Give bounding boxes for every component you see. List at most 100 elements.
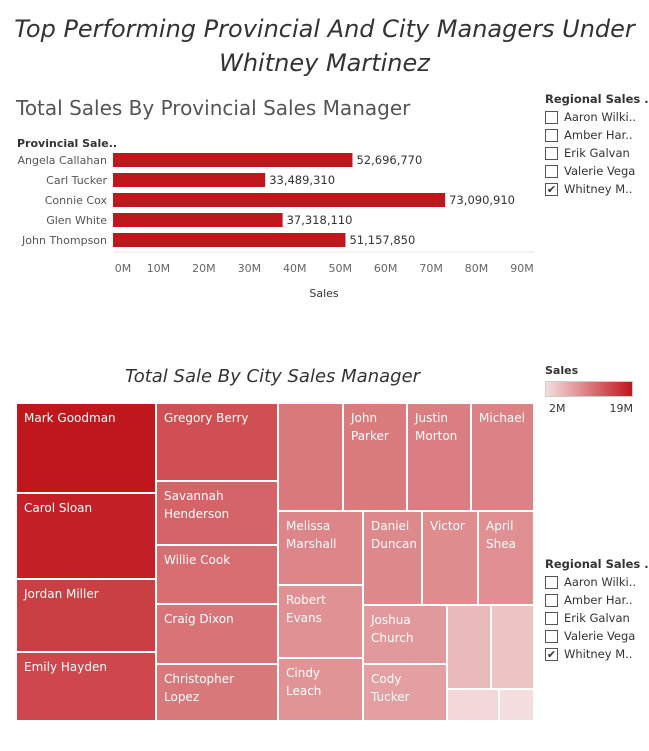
filter-option-label: Whitney M.. xyxy=(564,182,633,196)
treemap-tile-emily-hayden: Emily Hayden xyxy=(16,652,156,721)
dashboard-title-line-2: Whitney Martinez xyxy=(219,49,430,77)
treemap-tile-label: Justin Morton xyxy=(415,411,458,443)
treemap-tile-craig-dixon: Craig Dixon xyxy=(156,604,278,664)
bar-chart: Provincial Sale.. Angela Callahan 52,696,7… xyxy=(17,137,535,300)
treemap-tile-unlabeled xyxy=(491,605,534,689)
checkbox-checked-icon[interactable]: ✔ xyxy=(545,647,558,661)
checkbox-icon[interactable] xyxy=(545,128,558,142)
x-tick-label: 40M xyxy=(283,262,307,275)
filter-option-label: Aaron Wilki.. xyxy=(564,575,637,589)
checkbox-icon[interactable] xyxy=(545,146,558,160)
treemap-tile-label: Jordan Miller xyxy=(24,587,99,601)
category-label: Carl Tucker xyxy=(46,174,107,187)
treemap-tile-gregory-berry: Gregory Berry xyxy=(156,403,278,481)
row-header: Provincial Sale.. xyxy=(17,137,117,150)
filter-option[interactable]: Amber Har.. xyxy=(545,126,649,144)
treemap-tile-mark-goodman: Mark Goodman xyxy=(16,403,156,493)
treemap-tile-label: John Parker xyxy=(351,411,389,443)
treemap-tile-label: April Shea xyxy=(486,519,516,551)
treemap-tile-michael: Michael xyxy=(471,403,534,511)
category-label: John Thompson xyxy=(21,234,107,247)
filter-option-label: Erik Galvan xyxy=(564,146,630,160)
treemap-tile-label: Mark Goodman xyxy=(24,411,116,425)
filter-option[interactable]: Amber Har.. xyxy=(545,591,649,609)
treemap-tile-cindy-leach: Cindy Leach xyxy=(278,658,363,721)
filter-option[interactable]: Valerie Vega xyxy=(545,162,649,180)
treemap-tile-melissa-marshall: Melissa Marshall xyxy=(278,511,363,585)
treemap-tile-christopher-lopez: Christopher Lopez xyxy=(156,664,278,721)
x-tick-label: 70M xyxy=(419,262,443,275)
checkbox-icon[interactable] xyxy=(545,575,558,589)
filter-option-label: Valerie Vega xyxy=(564,629,636,643)
filter-option[interactable]: ✔ Whitney M.. xyxy=(545,180,649,198)
treemap-tile-robert-evans: Robert Evans xyxy=(278,585,363,658)
checkbox-icon[interactable] xyxy=(545,593,558,607)
checkbox-checked-icon[interactable]: ✔ xyxy=(545,182,558,196)
treemap-tile-label: Gregory Berry xyxy=(164,411,249,425)
filter-option[interactable]: Erik Galvan xyxy=(545,609,649,627)
treemap-tile-victor: Victor xyxy=(422,511,478,605)
treemap-tile-label: Robert Evans xyxy=(286,593,326,625)
filter-title: Regional Sales .. xyxy=(545,92,649,106)
data-label: 51,157,850 xyxy=(349,233,415,247)
data-label: 52,696,770 xyxy=(356,153,422,167)
treemap-tile-joshua-church: Joshua Church xyxy=(363,605,447,664)
treemap-tile-label: Savannah Henderson xyxy=(164,489,230,521)
filter-option[interactable]: Aaron Wilki.. xyxy=(545,573,649,591)
x-tick-label: 10M xyxy=(147,262,171,275)
treemap-tile-unlabeled xyxy=(499,689,534,721)
category-label: Angela Callahan xyxy=(18,154,108,167)
dashboard-title-line-1: Top Performing Provincial And City Manag… xyxy=(14,15,635,43)
filter-title: Regional Sales .. xyxy=(545,557,649,571)
category-label: Connie Cox xyxy=(45,194,108,207)
x-tick-label: 60M xyxy=(374,262,398,275)
treemap-tile-daniel-duncan: Daniel Duncan xyxy=(363,511,422,605)
regional-sales-filter-top: Regional Sales .. Aaron Wilki.. Amber Har… xyxy=(545,92,649,198)
treemap-tile-unlabeled xyxy=(447,689,499,721)
data-label: 73,090,910 xyxy=(449,193,515,207)
treemap-tile-label: Michael xyxy=(479,411,525,425)
checkbox-icon[interactable] xyxy=(545,611,558,625)
treemap-tile-unlabeled xyxy=(447,605,491,689)
treemap-tile-label: Willie Cook xyxy=(164,553,231,567)
legend-max-label: 19M xyxy=(609,402,634,415)
sales-color-legend: Sales 2M 19M xyxy=(545,364,635,415)
checkbox-icon[interactable] xyxy=(545,164,558,178)
treemap-tile-label: Joshua Church xyxy=(371,613,414,645)
bar-angela-callahan xyxy=(113,153,353,167)
bar-john-thompson xyxy=(113,233,346,247)
treemap-tile-label: Victor xyxy=(430,519,465,533)
treemap-tile-label: Emily Hayden xyxy=(24,660,107,674)
checkbox-icon[interactable] xyxy=(545,110,558,124)
filter-option[interactable]: ✔ Whitney M.. xyxy=(545,645,649,663)
treemap-tile-april-shea: April Shea xyxy=(478,511,534,605)
legend-color-ramp xyxy=(545,381,633,397)
bar-chart-title: Total Sales By Provincial Sales Manager xyxy=(16,96,411,120)
filter-option-label: Erik Galvan xyxy=(564,611,630,625)
data-label: 37,318,110 xyxy=(287,213,353,227)
x-tick-label: 30M xyxy=(238,262,262,275)
filter-option[interactable]: Erik Galvan xyxy=(545,144,649,162)
filter-option-label: Amber Har.. xyxy=(564,128,633,142)
data-label: 33,489,310 xyxy=(269,173,335,187)
bar-connie-cox xyxy=(113,193,446,207)
treemap-tile-label: Melissa Marshall xyxy=(286,519,337,551)
x-tick-label: 20M xyxy=(192,262,216,275)
x-tick-label: 0M xyxy=(115,262,132,275)
filter-option-label: Valerie Vega xyxy=(564,164,636,178)
treemap-tile-label: Daniel Duncan xyxy=(371,519,418,551)
treemap-tile-label: Cody Tucker xyxy=(371,672,410,704)
category-label: Glen White xyxy=(46,214,107,227)
treemap-tile-willie-cook: Willie Cook xyxy=(156,545,278,604)
dashboard-title: Top Performing Provincial And City Manag… xyxy=(0,12,649,80)
legend-min-label: 2M xyxy=(549,402,566,415)
filter-option[interactable]: Aaron Wilki.. xyxy=(545,108,649,126)
treemap-tile-label: Cindy Leach xyxy=(286,666,322,698)
treemap-tile-jordan-miller: Jordan Miller xyxy=(16,579,156,652)
filter-option[interactable]: Valerie Vega xyxy=(545,627,649,645)
treemap-tile-justin-morton: Justin Morton xyxy=(407,403,471,511)
bar-carl-tucker xyxy=(113,173,266,187)
filter-option-label: Amber Har.. xyxy=(564,593,633,607)
checkbox-icon[interactable] xyxy=(545,629,558,643)
treemap-tile-carol-sloan: Carol Sloan xyxy=(16,493,156,579)
